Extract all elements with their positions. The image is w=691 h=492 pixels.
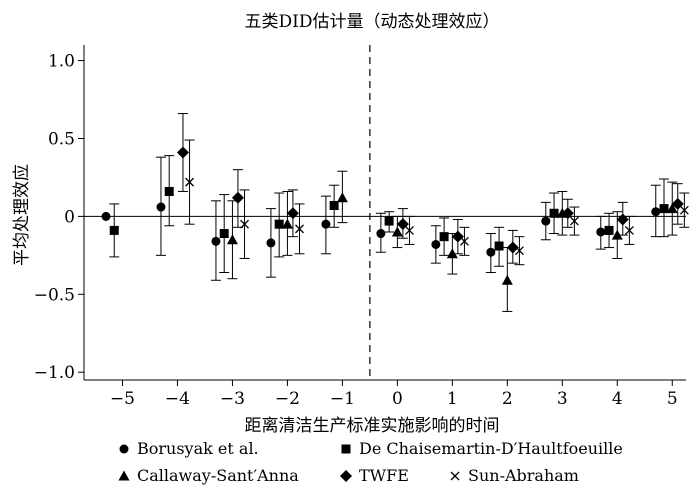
point-circle — [321, 219, 331, 229]
point-circle — [541, 216, 551, 226]
y-axis-title: 平均处理效应 — [12, 164, 32, 266]
point-triangle — [281, 218, 293, 229]
legend-item: De Chaisemartin-D′Haultfoeuille — [341, 439, 623, 458]
x-tick-label: 5 — [667, 389, 678, 409]
x-axis-ticks: −5 −4 −3 −2 −1 0 1 2 3 4 5 — [110, 380, 678, 409]
series-circle — [101, 156, 661, 281]
legend: Borusyak et al. De Chaisemartin-D′Haultfo… — [118, 439, 623, 485]
legend-marker-triangle — [118, 470, 130, 481]
legend-label: Borusyak et al. — [137, 439, 259, 458]
legend-label: TWFE — [359, 466, 409, 485]
legend-label: Sun-Abraham — [468, 466, 579, 485]
point-circle — [266, 238, 276, 248]
y-tick-label: −1.0 — [34, 363, 75, 383]
x-tick-label: 1 — [447, 389, 458, 409]
point-diamond — [506, 241, 519, 254]
point-cross — [405, 225, 414, 235]
point-diamond — [451, 230, 464, 243]
point-triangle — [226, 234, 238, 245]
point-square — [604, 225, 614, 235]
legend-item: TWFE — [340, 466, 409, 485]
point-square — [219, 229, 229, 239]
x-axis-title: 距离清洁生产标准实施影响的时间 — [245, 416, 500, 436]
point-cross — [240, 219, 249, 229]
point-circle — [376, 229, 386, 239]
point-square — [439, 232, 449, 242]
y-tick-label: 0.5 — [48, 129, 75, 149]
point-triangle — [446, 248, 458, 259]
point-square — [659, 204, 669, 214]
point-circle — [651, 207, 661, 217]
point-triangle — [336, 192, 348, 203]
point-circle — [486, 247, 496, 257]
series-square — [109, 155, 670, 273]
point-cross — [185, 177, 195, 187]
legend-label: De Chaisemartin-D′Haultfoeuille — [359, 439, 623, 458]
chart-title: 五类DID估计量（动态处理效应） — [245, 12, 500, 32]
plot-area — [83, 45, 686, 381]
y-tick-label: 1.0 — [48, 52, 75, 72]
point-diamond — [231, 191, 244, 204]
point-square — [274, 219, 284, 229]
x-tick-label: −4 — [165, 389, 190, 409]
legend-label: Callaway-Sant′Anna — [137, 466, 299, 485]
point-cross — [459, 236, 469, 246]
point-triangle — [501, 274, 513, 285]
legend-item: Sun-Abraham — [450, 466, 579, 485]
point-square — [329, 200, 339, 210]
x-tick-label: −5 — [110, 389, 135, 409]
point-diamond — [561, 207, 574, 220]
point-square — [384, 216, 394, 226]
series-cross — [184, 139, 690, 266]
x-tick-label: −3 — [220, 389, 245, 409]
point-circle — [156, 202, 166, 212]
point-diamond — [286, 207, 299, 220]
y-axis-ticks: 1.0 0.5 0 −0.5 −1.0 — [34, 52, 84, 383]
reference-lines — [84, 45, 686, 380]
legend-marker-circle — [119, 444, 129, 454]
data-marks — [101, 113, 690, 312]
point-diamond — [616, 213, 629, 226]
legend-item: Borusyak et al. — [119, 439, 259, 458]
point-square — [549, 208, 559, 218]
point-square — [164, 186, 174, 196]
y-tick-label: 0 — [64, 207, 75, 227]
legend-marker-cross — [450, 471, 460, 481]
y-tick-label: −0.5 — [34, 285, 75, 305]
x-tick-label: 0 — [392, 389, 403, 409]
point-square — [109, 225, 119, 235]
point-triangle — [666, 203, 678, 214]
x-tick-label: −2 — [275, 389, 300, 409]
point-square — [494, 241, 504, 251]
legend-marker-diamond — [340, 470, 352, 482]
series-diamond — [176, 113, 684, 264]
x-tick-label: 4 — [612, 389, 623, 409]
point-circle — [431, 239, 441, 249]
point-cross — [569, 216, 579, 226]
point-circle — [101, 211, 111, 221]
point-cross — [514, 246, 524, 256]
point-diamond — [176, 146, 189, 159]
point-cross — [679, 205, 689, 215]
point-cross — [295, 224, 304, 234]
series-triangle — [226, 170, 678, 312]
point-circle — [211, 236, 221, 246]
point-circle — [596, 227, 606, 237]
point-triangle — [391, 226, 403, 237]
point-triangle — [611, 229, 623, 240]
legend-marker-square — [341, 444, 351, 454]
x-tick-label: −1 — [330, 389, 355, 409]
legend-item: Callaway-Sant′Anna — [118, 466, 299, 485]
point-cross — [624, 225, 634, 235]
x-tick-label: 3 — [557, 389, 568, 409]
x-tick-label: 2 — [502, 389, 513, 409]
